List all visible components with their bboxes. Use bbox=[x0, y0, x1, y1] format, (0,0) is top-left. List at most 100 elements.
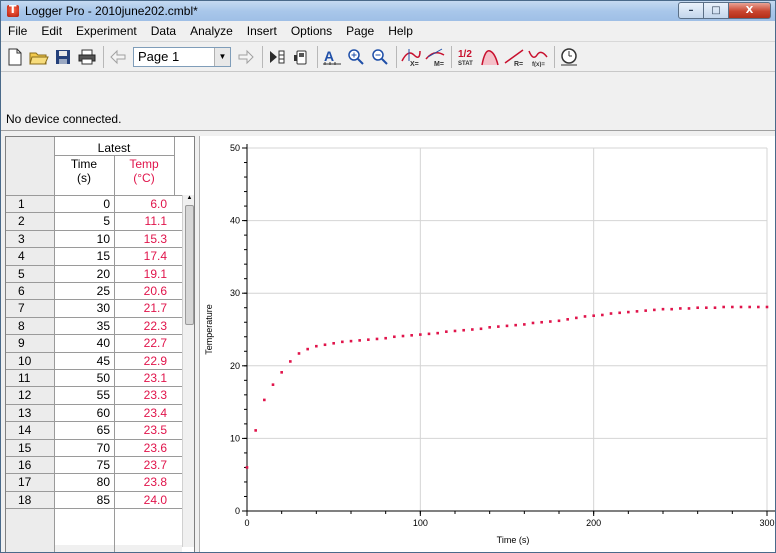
table-cell-time[interactable]: 10 bbox=[96, 231, 110, 246]
minimize-button[interactable]: – bbox=[678, 2, 704, 19]
table-cell-temp[interactable]: 22.3 bbox=[143, 318, 167, 333]
menu-experiment[interactable]: Experiment bbox=[76, 24, 137, 38]
data-point[interactable] bbox=[592, 314, 595, 318]
table-cell-temp[interactable]: 24.0 bbox=[143, 492, 167, 507]
table-cell-time[interactable]: 55 bbox=[96, 388, 110, 403]
menu-file[interactable]: File bbox=[8, 24, 28, 38]
linear-fit-icon[interactable]: R= bbox=[503, 46, 525, 68]
table-cell-temp[interactable]: 23.4 bbox=[143, 405, 167, 420]
data-point[interactable] bbox=[696, 306, 699, 310]
data-point[interactable] bbox=[713, 306, 717, 310]
data-point[interactable] bbox=[263, 398, 266, 402]
tangent-icon[interactable]: M= bbox=[424, 46, 446, 68]
data-point[interactable] bbox=[540, 320, 543, 324]
data-point[interactable] bbox=[618, 311, 621, 315]
data-point[interactable] bbox=[297, 352, 301, 355]
page-select[interactable]: Page 1 ▼ bbox=[133, 46, 231, 67]
data-set-header[interactable]: Latest bbox=[97, 141, 131, 155]
collect-icon[interactable] bbox=[266, 46, 288, 68]
logger-pro-app-icon[interactable] bbox=[6, 3, 20, 18]
data-point[interactable] bbox=[419, 333, 422, 336]
maximize-button[interactable]: □ bbox=[704, 2, 729, 19]
zoom-in-icon[interactable] bbox=[345, 46, 367, 68]
data-point[interactable] bbox=[471, 328, 474, 331]
menu-edit[interactable]: Edit bbox=[41, 24, 63, 38]
table-cell-time[interactable]: 40 bbox=[96, 336, 110, 351]
table-cell-time[interactable]: 15 bbox=[96, 249, 110, 264]
close-button[interactable]: X bbox=[729, 2, 771, 19]
data-point[interactable] bbox=[687, 307, 691, 310]
table-cell-temp[interactable]: 22.9 bbox=[143, 353, 167, 368]
data-point[interactable] bbox=[627, 310, 630, 314]
data-point[interactable] bbox=[245, 466, 249, 469]
menu-page[interactable]: Page bbox=[346, 24, 375, 38]
data-point[interactable] bbox=[280, 371, 283, 374]
table-cell-temp[interactable]: 11.1 bbox=[144, 214, 167, 229]
data-point[interactable] bbox=[306, 347, 309, 351]
data-point[interactable] bbox=[375, 337, 379, 341]
data-point[interactable] bbox=[549, 320, 552, 323]
data-point[interactable] bbox=[731, 305, 734, 309]
data-point[interactable] bbox=[453, 329, 457, 333]
data-point[interactable] bbox=[635, 310, 639, 313]
data-point[interactable] bbox=[332, 341, 335, 345]
table-cell-temp[interactable]: 23.3 bbox=[143, 388, 167, 403]
menu-options[interactable]: Options bbox=[290, 24, 333, 38]
data-point[interactable] bbox=[393, 335, 396, 339]
data-point[interactable] bbox=[748, 305, 751, 309]
menu-analyze[interactable]: Analyze bbox=[190, 24, 233, 38]
data-point[interactable] bbox=[575, 316, 578, 320]
title-bar[interactable]: Logger Pro - 2010june202.cmbl* – □ X bbox=[1, 1, 775, 21]
column-header-temp[interactable]: Temp (°C) bbox=[114, 157, 174, 185]
data-point[interactable] bbox=[765, 305, 769, 309]
data-point[interactable] bbox=[661, 307, 665, 311]
data-point[interactable] bbox=[401, 334, 405, 338]
data-point[interactable] bbox=[427, 332, 431, 336]
table-cell-temp[interactable]: 6.0 bbox=[150, 197, 167, 211]
table-cell-temp[interactable]: 23.7 bbox=[143, 458, 167, 472]
data-point[interactable] bbox=[739, 305, 743, 309]
table-cell-time[interactable]: 25 bbox=[96, 284, 110, 298]
table-cell-time[interactable]: 0 bbox=[103, 197, 110, 211]
data-point[interactable] bbox=[531, 321, 535, 325]
data-point[interactable] bbox=[462, 328, 465, 332]
data-point[interactable] bbox=[583, 315, 587, 318]
column-header-time[interactable]: Time (s) bbox=[54, 157, 114, 185]
data-point[interactable] bbox=[722, 305, 725, 309]
print-icon[interactable] bbox=[76, 46, 98, 68]
chevron-down-icon[interactable]: ▼ bbox=[214, 47, 230, 66]
statistics-icon[interactable]: 1/2 STAT bbox=[455, 46, 477, 68]
graph-panel[interactable]: 0 10 20 30 40 50 0 100 200 300 Time (s) Temperature bbox=[199, 136, 776, 553]
table-horizontal-scrollbar[interactable] bbox=[54, 545, 182, 552]
data-point[interactable] bbox=[341, 340, 344, 344]
data-point[interactable] bbox=[757, 305, 760, 309]
data-point[interactable] bbox=[705, 306, 708, 310]
table-cell-time[interactable]: 20 bbox=[96, 266, 110, 281]
curve-fit-icon[interactable]: f(x)= bbox=[527, 46, 549, 68]
table-cell-time[interactable]: 5 bbox=[103, 214, 110, 229]
table-cell-temp[interactable]: 23.5 bbox=[143, 423, 167, 438]
zoom-out-icon[interactable] bbox=[369, 46, 391, 68]
data-point[interactable] bbox=[367, 338, 370, 341]
next-page-icon[interactable] bbox=[235, 46, 257, 68]
data-point[interactable] bbox=[315, 344, 318, 348]
table-cell-time[interactable]: 80 bbox=[96, 475, 110, 490]
temperature-graph[interactable]: 0 10 20 30 40 50 0 100 200 300 Time (s) Temperature bbox=[200, 136, 776, 553]
data-point[interactable] bbox=[384, 336, 387, 340]
scroll-up-icon[interactable]: ▲ bbox=[186, 195, 193, 201]
table-cell-time[interactable]: 85 bbox=[96, 492, 110, 507]
table-cell-time[interactable]: 65 bbox=[96, 423, 110, 438]
menu-insert[interactable]: Insert bbox=[246, 24, 277, 38]
data-point[interactable] bbox=[566, 318, 569, 321]
table-cell-temp[interactable]: 23.6 bbox=[143, 440, 167, 455]
data-point[interactable] bbox=[436, 331, 439, 335]
data-point[interactable] bbox=[410, 334, 413, 337]
data-point[interactable] bbox=[479, 327, 483, 331]
table-cell-temp[interactable]: 22.7 bbox=[143, 336, 167, 351]
data-point[interactable] bbox=[653, 308, 656, 312]
table-cell-time[interactable]: 75 bbox=[96, 458, 110, 472]
table-cell-temp[interactable]: 19.1 bbox=[143, 266, 167, 281]
table-cell-time[interactable]: 45 bbox=[96, 353, 110, 368]
table-cell-time[interactable]: 50 bbox=[96, 371, 110, 385]
save-icon[interactable] bbox=[52, 46, 74, 68]
